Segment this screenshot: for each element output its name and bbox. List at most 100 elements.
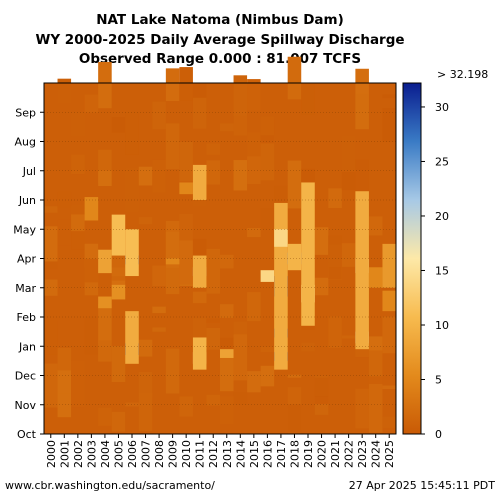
y-tick-label: Jul: [22, 165, 36, 178]
heatmap-cell: [152, 327, 166, 332]
heatmap-cell: [368, 216, 383, 236]
heatmap-cell: [247, 371, 261, 393]
x-tick-label: 2020: [316, 440, 329, 468]
heatmap-cell: [233, 334, 248, 381]
colorbar-tick-label: 25: [435, 155, 449, 168]
y-tick-label: Jun: [18, 194, 36, 207]
heatmap-cell: [341, 335, 356, 339]
heatmap-cell: [179, 396, 193, 417]
colorbar-gradient: [402, 82, 422, 435]
heatmap-cell: [328, 244, 342, 268]
x-tick-label: 2018: [288, 440, 301, 468]
y-tick-label: Dec: [15, 370, 36, 383]
heatmap-cell: [111, 267, 126, 277]
y-tick-label: Feb: [17, 311, 36, 324]
x-tick-label: 2001: [58, 440, 71, 468]
heatmap-cell: [233, 75, 248, 116]
heatmap-cell: [138, 339, 153, 357]
heatmap-event-2011: [192, 255, 207, 288]
colorbar-tick-label: 5: [435, 373, 442, 386]
heatmap-cell: [44, 363, 58, 408]
y-tick-label: Jan: [18, 340, 36, 353]
heatmap-cell: [260, 116, 275, 136]
heatmap-cell: [98, 170, 112, 187]
heatmap-cell: [328, 188, 342, 208]
heatmap-event-2011: [192, 164, 207, 200]
heatmap-event-2011: [192, 337, 207, 370]
heatmap-event-2025: [382, 290, 396, 312]
heatmap-event-2018: [287, 243, 302, 271]
heatmap-cell: [260, 365, 275, 387]
heatmap-cell: [84, 316, 99, 355]
heatmap-cell: [71, 231, 85, 250]
heatmap-cell: [152, 306, 166, 314]
heatmap-event-2017: [274, 229, 288, 247]
heatmap-cell: [341, 136, 356, 172]
heatmap-cell: [233, 392, 248, 406]
heatmap-cell: [179, 213, 193, 248]
heatmap-cell: [165, 123, 180, 170]
heatmap-cell: [84, 94, 99, 113]
heatmap-event-2005: [111, 284, 126, 300]
heatmap-cell: [355, 93, 369, 130]
heatmap-cell: [98, 304, 112, 344]
y-tick-label: Mar: [15, 282, 36, 295]
heatmap-event-2005: [111, 214, 126, 256]
heatmap-event-2019: [301, 182, 315, 326]
x-tick-label: 2022: [343, 440, 356, 468]
heatmap-cell: [287, 387, 302, 405]
heatmap-event-2024: [368, 267, 383, 288]
x-tick-label: 2016: [261, 440, 274, 468]
heatmap-cell: [57, 219, 72, 246]
heatmap-cell: [368, 384, 383, 433]
x-tick-label: 2003: [85, 440, 98, 468]
x-tick-label: 2007: [140, 440, 153, 468]
heatmap-cell: [206, 318, 220, 323]
heatmap-cell: [192, 195, 207, 207]
heatmap-cell: [206, 394, 220, 406]
heatmap-cell: [44, 206, 58, 213]
heatmap-cell: [206, 327, 220, 350]
heatmap-cell: [382, 416, 396, 428]
x-tick-label: 2019: [302, 440, 315, 468]
x-tick-label: 2014: [234, 440, 247, 468]
heatmap-cell: [314, 377, 329, 397]
colorbar-tick-label: 30: [435, 101, 449, 114]
heatmap-cell: [138, 392, 153, 432]
heatmap-cell: [341, 243, 356, 267]
heatmap-cell: [206, 160, 220, 185]
heatmap-cell: [98, 340, 112, 362]
heatmap-cell: [71, 209, 85, 232]
colorbar: 0 5 10 15 20 25 30 > 32.198: [402, 68, 488, 441]
chart-title-line-2: WY 2000-2025 Daily Average Spillway Disc…: [35, 32, 404, 48]
heatmap-event-2025: [382, 243, 396, 288]
heatmap-cell: [111, 411, 126, 432]
x-axis: 2000 2001 2002 2003 2004 2005 2006 2007 2008 2009…: [45, 434, 396, 468]
y-tick-label: Nov: [15, 399, 37, 412]
colorbar-tick-label: 15: [435, 264, 449, 277]
heatmap-event-2004: [98, 296, 112, 309]
heatmap-cell: [71, 154, 85, 175]
heatmap-cell: [287, 160, 302, 209]
y-tick-label: Sep: [15, 106, 36, 119]
heatmap-cell: [84, 258, 99, 283]
heatmap-cell: [220, 396, 234, 425]
heatmap-cell: [179, 67, 193, 101]
heatmap-cell: [355, 388, 369, 429]
heatmap-cell: [71, 205, 85, 215]
heatmap-cell: [301, 84, 315, 115]
heatmap-cell: [247, 292, 261, 322]
heatmap-event-2016: [260, 270, 275, 282]
heatmap-cell: [165, 267, 180, 295]
heatmap-cell: [220, 123, 234, 132]
y-tick-label: Apr: [17, 253, 37, 266]
heatmap-cell: [111, 346, 126, 383]
heatmap-cell: [382, 316, 396, 354]
x-tick-label: 2008: [153, 440, 166, 468]
y-tick-label: Aug: [15, 136, 36, 149]
x-tick-label: 2006: [126, 440, 139, 468]
heatmap-cell: [152, 159, 166, 193]
heatmap-cell: [287, 374, 302, 378]
chart-title-line-3: Observed Range 0.000 : 81.007 TCFS: [79, 51, 361, 67]
heatmap-cell: [247, 156, 261, 185]
